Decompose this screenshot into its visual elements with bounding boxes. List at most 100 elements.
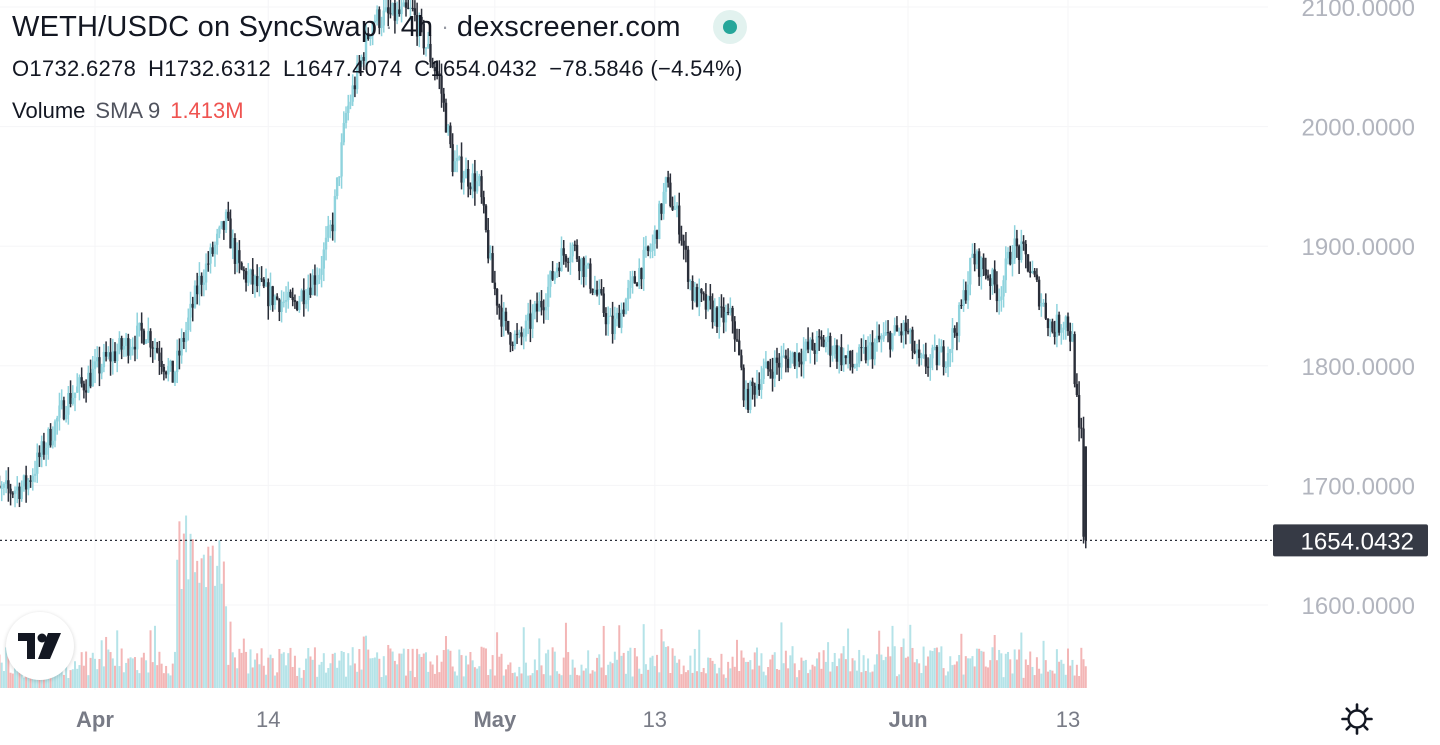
volume-bar [291,666,294,688]
volume-bar [644,664,647,688]
high-label: H [148,56,165,81]
volume-bar [511,673,514,688]
candle-body [1031,270,1034,274]
candle-body [769,369,772,372]
candle-body [535,303,539,312]
price-axis[interactable]: 1600.0000 1700.0000 1800.0000 1900.0000 2000… [1302,0,1415,620]
volume-bar [420,656,423,688]
candle-body [475,181,479,192]
volume-bar [569,674,572,688]
candle-body [658,203,661,240]
candle-body [156,347,159,353]
candle-body [107,352,110,357]
volume-bar [100,640,103,688]
volume-bar [1024,659,1027,688]
candle-body [651,243,654,251]
candle-body [184,330,188,342]
candle-body [635,283,639,287]
volume-bar [624,673,627,688]
candle-body [644,246,648,250]
candle-body [851,363,854,368]
volume-bar [1031,666,1034,688]
candle-body [307,287,310,301]
candle-body [989,278,992,286]
volume-bar [322,653,325,688]
volume-bar [809,669,812,688]
volume-bar [67,677,70,688]
volume-bar [700,672,703,688]
volume-bar [1073,675,1076,688]
interval-label[interactable]: 4h [400,10,434,43]
volume-bar [736,639,739,688]
volume-bar [764,675,767,688]
volume-bar [167,673,170,688]
candle-body [127,338,130,356]
time-axis[interactable]: Apr 14 May 13 Jun 13 [76,707,1080,732]
candle-body [820,336,823,340]
candle-body [40,441,43,458]
volume-bar [25,675,28,688]
candle-body [631,276,634,281]
volume-bar [564,622,567,688]
volume-bar [902,638,905,688]
volume-bar [1007,651,1010,688]
market-status-indicator[interactable] [712,10,747,44]
candle-body [1035,274,1039,280]
volume-bar [411,648,414,688]
volume-legend[interactable]: Volume SMA 9 1.413M [12,98,747,124]
gear-icon[interactable] [1340,702,1374,736]
candle-body [940,346,943,352]
volume-bar [467,664,470,688]
volume-bar [156,665,159,688]
candle-body [362,56,365,61]
candle-body [762,368,765,380]
volume-bar [160,663,163,688]
volume-bar [127,658,130,688]
volume-bar [938,652,941,688]
time-tick-label: May [473,707,517,732]
volume-bar [540,665,543,688]
volume-bar [507,664,510,688]
candle-body [444,102,448,133]
candle-body [778,362,781,368]
volume-bar [393,660,396,688]
candle-body [798,353,801,362]
volume-bar [513,672,516,688]
volume-bar [338,660,341,688]
candle-body [591,288,594,293]
candle-body [384,7,388,11]
volume-bar [582,670,585,688]
tradingview-logo-icon[interactable] [6,612,74,680]
volume-bar [369,658,372,688]
candle-body [167,365,170,375]
candle-body [580,258,583,272]
volume-bar [400,653,403,688]
candle-body [764,361,768,369]
candle-body [451,144,454,172]
price-tick-label: 1900.0000 [1302,234,1415,261]
candle-body [438,73,441,76]
volume-bar [1069,665,1072,688]
candle-body [895,325,899,332]
volume-bar [227,664,230,688]
candle-body [1033,270,1036,275]
candle-body [51,440,54,446]
volume-bar [74,661,77,688]
volume-bar [45,675,48,688]
candle-body [473,173,477,192]
volume-bar [376,652,379,688]
volume-bar [116,630,119,688]
volume-bar [424,652,427,688]
pair-title[interactable]: WETH/USDC on SyncSwap [12,10,378,43]
volume-bar [358,649,361,688]
candle-body [740,355,743,368]
candle-body [804,341,808,351]
candle-body [191,303,194,308]
open-label: O [12,56,30,81]
candle-body [611,315,614,335]
volume-bar [125,662,128,688]
volume-bar [225,606,228,688]
volume-bar [473,667,476,688]
candle-body [111,351,114,362]
